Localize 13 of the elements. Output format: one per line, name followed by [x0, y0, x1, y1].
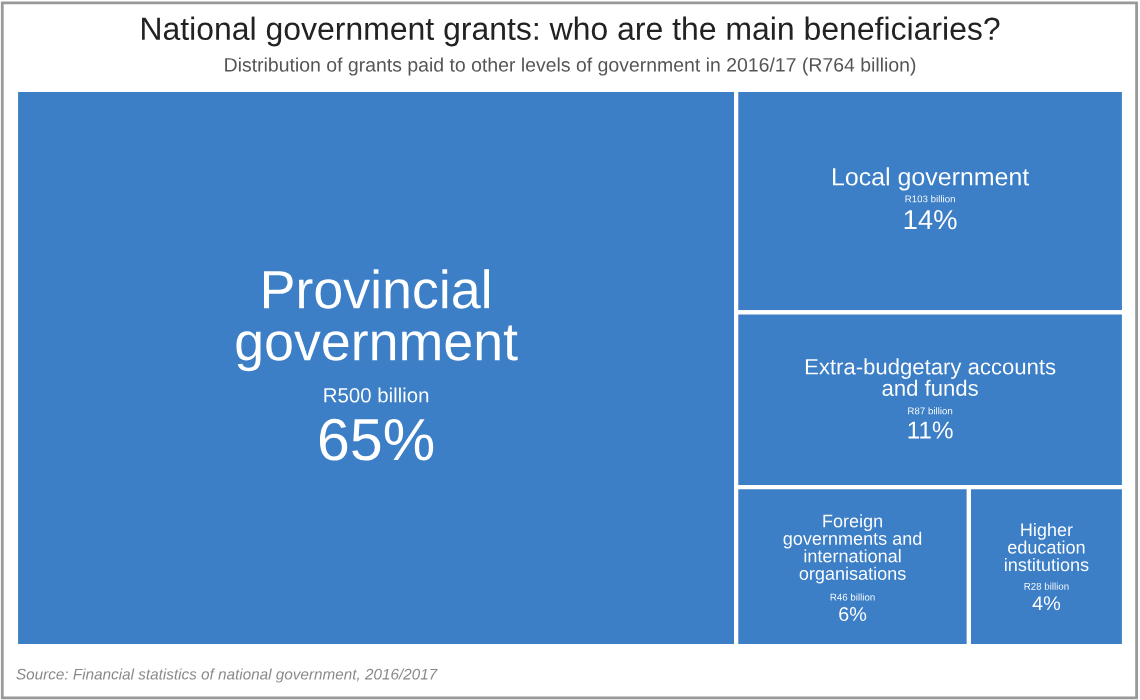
data-label: 4% [1032, 596, 1061, 611]
category-label: Extra-budgetary accounts and funds [805, 358, 1056, 396]
data-label: 11% [908, 421, 953, 439]
category-label: Local government [833, 167, 1030, 191]
category-label: Higher education institutions [1005, 522, 1089, 572]
text: Distribution of grants paid to other levels of government in 2016/17 (R764 billion) [225, 57, 916, 76]
data-label: 65% [319, 418, 434, 461]
text: R500 billion [324, 387, 429, 403]
category-label: Provincial government [236, 269, 518, 372]
category-label: Foreign governments and international organisations [783, 514, 922, 584]
text: National government grants: who are the main beneficiaries? [142, 16, 1000, 47]
data-label: 6% [839, 607, 867, 622]
data-label: 14% [904, 210, 957, 230]
